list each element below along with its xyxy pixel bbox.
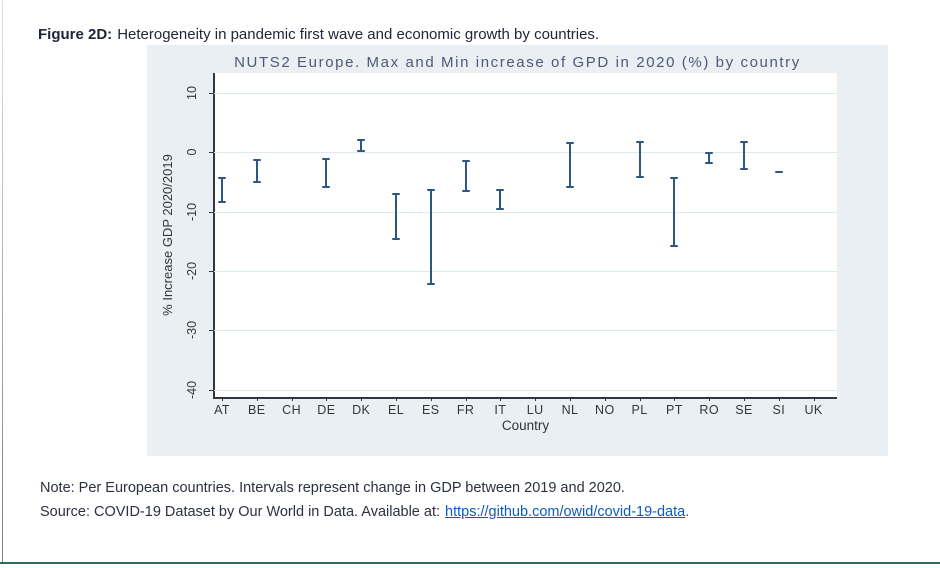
y-tick--20	[209, 270, 214, 272]
interval-stem-SE	[743, 141, 745, 170]
y-tick-label--30: -30	[185, 321, 199, 340]
figure-note: Note: Per European countries. Intervals …	[40, 479, 625, 496]
x-tick-EL	[396, 397, 397, 401]
x-label-FR: FR	[456, 403, 475, 417]
x-tick-ES	[430, 397, 432, 401]
y-tick--10	[209, 211, 214, 213]
x-label-LU: LU	[526, 403, 544, 417]
x-tick-PL	[639, 397, 641, 401]
figure-caption-text: Heterogeneity in pandemic first wave and…	[117, 26, 600, 43]
gdp-range-chart: NUTS2 Europe. Max and Min increase of GP…	[147, 45, 888, 456]
x-axis-line	[213, 397, 837, 399]
interval-stem-RO	[708, 152, 711, 163]
x-label-NL: NL	[561, 403, 579, 417]
y-tick-10	[209, 92, 214, 94]
interval-cap-bottom-DK	[357, 149, 366, 152]
x-tick-NL	[570, 397, 571, 401]
x-label-ES: ES	[422, 403, 440, 417]
interval-stem-BE	[255, 160, 258, 183]
interval-cap-bottom-IT	[496, 207, 505, 210]
x-axis-title: Country	[501, 418, 550, 433]
interval-cap-bottom-BE	[252, 181, 261, 184]
x-label-IT: IT	[494, 403, 507, 417]
interval-stem-FR	[464, 160, 467, 191]
interval-stem-NL	[569, 143, 571, 188]
interval-cap-bottom-AT	[218, 201, 226, 203]
x-tick-IT	[500, 397, 502, 401]
source-suffix: .	[685, 503, 690, 520]
x-tick-DE	[326, 397, 328, 401]
x-label-DE: DE	[317, 403, 336, 417]
x-label-PL: PL	[631, 403, 648, 417]
interval-stem-EL	[395, 193, 397, 239]
x-label-BE: BE	[248, 403, 266, 417]
interval-stem-PT	[673, 177, 676, 246]
gridline--20	[214, 270, 837, 272]
interval-cap-bottom-EL	[392, 237, 400, 240]
y-tick-label--10: -10	[185, 202, 199, 221]
gridline-0	[214, 152, 837, 154]
interval-stem-AT	[221, 177, 223, 202]
x-label-SE: SE	[735, 403, 753, 417]
figure-source: Source: COVID-19 Dataset by Our World in…	[40, 504, 689, 520]
x-label-DK: DK	[352, 403, 371, 417]
interval-cap-bottom-ES	[426, 283, 435, 286]
x-tick-FR	[465, 397, 467, 401]
x-tick-SE	[744, 397, 745, 401]
y-tick-label--20: -20	[185, 261, 199, 280]
x-label-SI: SI	[772, 403, 786, 417]
x-label-NO: NO	[595, 403, 615, 417]
y-axis-title: % Increase GDP 2020/2019	[160, 154, 175, 316]
y-tick-label-0: 0	[185, 148, 199, 156]
x-label-UK: UK	[804, 403, 823, 417]
source-prefix: Source: COVID-19 Dataset by Our World in…	[40, 503, 441, 520]
interval-cap-bottom-FR	[461, 189, 470, 192]
y-tick-0	[209, 152, 214, 154]
x-tick-LU	[535, 397, 537, 401]
figure-caption-label: Figure 2D:	[38, 26, 113, 43]
interval-stem-IT	[499, 190, 502, 209]
y-tick--30	[209, 330, 214, 332]
x-tick-UK	[813, 397, 815, 401]
x-label-PT: PT	[666, 403, 683, 417]
gridline--10	[214, 211, 837, 213]
interval-cap-bottom-DE	[322, 185, 331, 188]
plot-area	[214, 73, 837, 397]
y-tick-label-10: 10	[185, 85, 199, 100]
x-label-EL: EL	[387, 403, 405, 417]
gridline-10	[214, 92, 837, 94]
interval-stem-ES	[429, 190, 432, 285]
x-tick-BE	[256, 397, 258, 401]
page-left-border	[2, 0, 3, 562]
x-tick-NO	[604, 397, 606, 401]
interval-cap-bottom-PL	[635, 176, 644, 179]
x-tick-PT	[674, 397, 676, 401]
y-axis-line	[213, 73, 215, 398]
x-tick-DK	[361, 397, 363, 401]
gridline--30	[214, 330, 837, 332]
interval-cap-bottom-SE	[740, 168, 748, 171]
interval-cap-bottom-PT	[670, 244, 679, 247]
interval-stem-DK	[360, 140, 363, 151]
bottom-rule	[0, 562, 940, 564]
x-tick-RO	[709, 397, 711, 401]
y-tick--40	[209, 389, 214, 391]
interval-cap-top-SI	[774, 171, 783, 174]
x-tick-CH	[291, 397, 293, 401]
interval-stem-PL	[638, 141, 641, 178]
interval-stem-DE	[325, 158, 328, 187]
gridline--40	[214, 389, 837, 391]
x-label-AT: AT	[214, 403, 230, 417]
chart-title: NUTS2 Europe. Max and Min increase of GP…	[234, 54, 801, 71]
x-label-RO: RO	[699, 403, 719, 417]
source-link[interactable]: https://github.com/owid/covid-19-data	[445, 503, 686, 520]
figure-caption: Figure 2D: Heterogeneity in pandemic firs…	[38, 26, 599, 43]
x-label-CH: CH	[282, 403, 302, 417]
interval-cap-bottom-NL	[566, 186, 574, 189]
y-tick-label--40: -40	[185, 380, 199, 399]
x-tick-AT	[222, 397, 223, 401]
interval-cap-bottom-RO	[705, 161, 714, 164]
x-tick-SI	[778, 397, 780, 401]
